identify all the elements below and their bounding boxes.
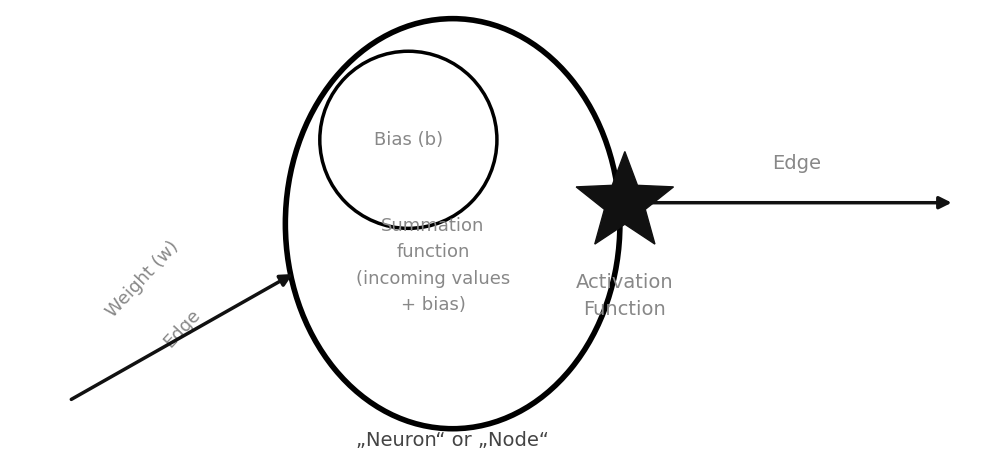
Ellipse shape (285, 19, 620, 429)
Polygon shape (577, 151, 673, 244)
Text: „Neuron“ or „Node“: „Neuron“ or „Node“ (356, 431, 549, 450)
Ellipse shape (320, 51, 497, 228)
Text: Edge: Edge (160, 306, 204, 351)
Text: Weight (w): Weight (w) (103, 238, 182, 321)
Text: Bias (b): Bias (b) (374, 131, 443, 149)
Text: Summation
function
(incoming values
+ bias): Summation function (incoming values + bi… (356, 217, 510, 314)
Text: Activation
Function: Activation Function (576, 273, 674, 319)
Text: Edge: Edge (772, 154, 822, 172)
